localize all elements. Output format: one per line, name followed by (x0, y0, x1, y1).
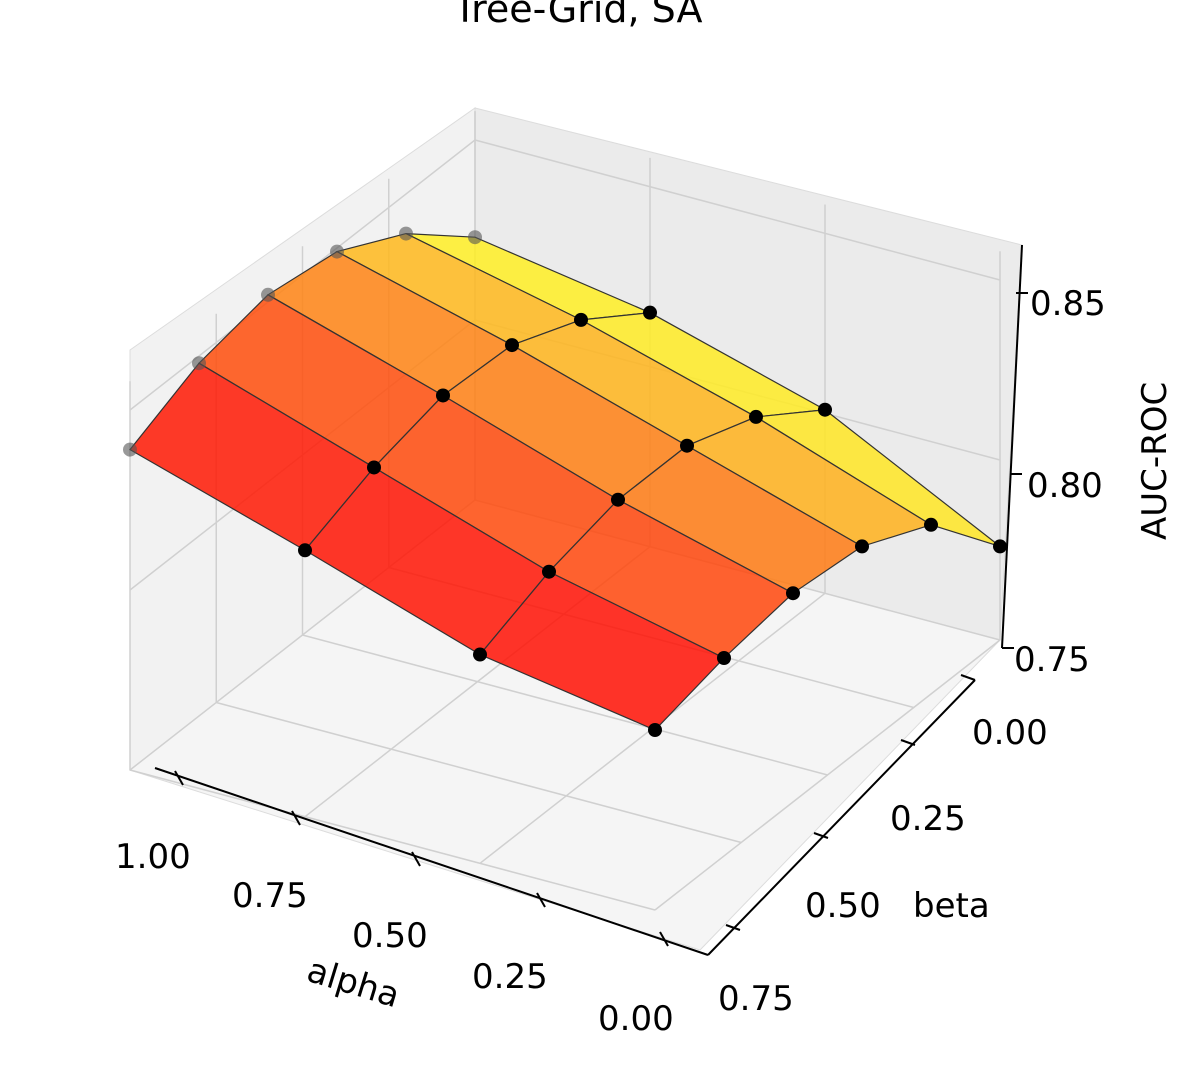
data-point (611, 492, 625, 507)
beta-tick-label: 0.50 (805, 886, 881, 926)
data-point (643, 305, 657, 320)
auc-tick-label: 0.75 (1014, 640, 1090, 680)
beta-axis-label: beta (913, 886, 990, 926)
data-point (330, 244, 344, 259)
data-point (261, 287, 275, 302)
grid-line (654, 639, 1001, 911)
grid-line (474, 139, 1001, 281)
data-point (436, 388, 450, 403)
data-point (123, 442, 137, 457)
alpha-tick-label: 0.75 (232, 876, 308, 916)
beta-tick-label: 0.75 (718, 979, 794, 1019)
alpha-axis-label: alpha (302, 950, 404, 1016)
data-point (993, 539, 1007, 554)
beta-axis-line (707, 679, 976, 956)
data-point (648, 723, 662, 737)
data-point (542, 564, 556, 579)
data-point (786, 586, 800, 601)
auc-axis-line (1001, 244, 1023, 649)
axis-tick (536, 892, 546, 908)
data-point (749, 409, 763, 424)
data-point (468, 230, 482, 245)
axis-tick (725, 924, 741, 931)
data-point (680, 438, 694, 453)
beta-tick-label: 0.25 (890, 799, 966, 839)
chart-title: Tree-Grid, SA (452, 0, 702, 31)
auc-tick-label: 0.85 (1030, 284, 1106, 324)
alpha-tick-label: 0.25 (472, 957, 548, 997)
data-point (298, 543, 312, 558)
data-point (399, 226, 413, 241)
grid-line (216, 701, 742, 844)
axis-tick (174, 770, 184, 786)
axis-tick (813, 832, 829, 839)
data-point (473, 647, 487, 662)
data-point (367, 460, 381, 475)
axis-ticks (174, 292, 1028, 947)
axis-tick (900, 739, 916, 746)
auc-tick-label: 0.80 (1027, 466, 1103, 506)
grid-line (129, 769, 656, 911)
data-point (717, 651, 731, 665)
data-point (818, 402, 832, 417)
alpha-tick-label: 1.00 (115, 837, 191, 877)
data-point (924, 517, 938, 532)
axis-tick (411, 851, 421, 867)
data-point (505, 338, 519, 353)
auc-axis-label: AUC-ROC (1135, 382, 1175, 540)
surface (129, 232, 1001, 731)
data-point (192, 356, 206, 371)
data-point (574, 312, 588, 327)
axis-tick (659, 931, 669, 947)
beta-tick-label: 0.00 (972, 713, 1048, 753)
alpha-axis-line (154, 767, 709, 956)
data-point (855, 539, 869, 554)
axis-tick (291, 810, 301, 826)
grid-line (302, 634, 828, 776)
data-points (123, 226, 1007, 737)
axis-tick (960, 674, 976, 681)
alpha-tick-label: 0.00 (598, 999, 674, 1039)
alpha-tick-label: 0.50 (352, 916, 428, 956)
